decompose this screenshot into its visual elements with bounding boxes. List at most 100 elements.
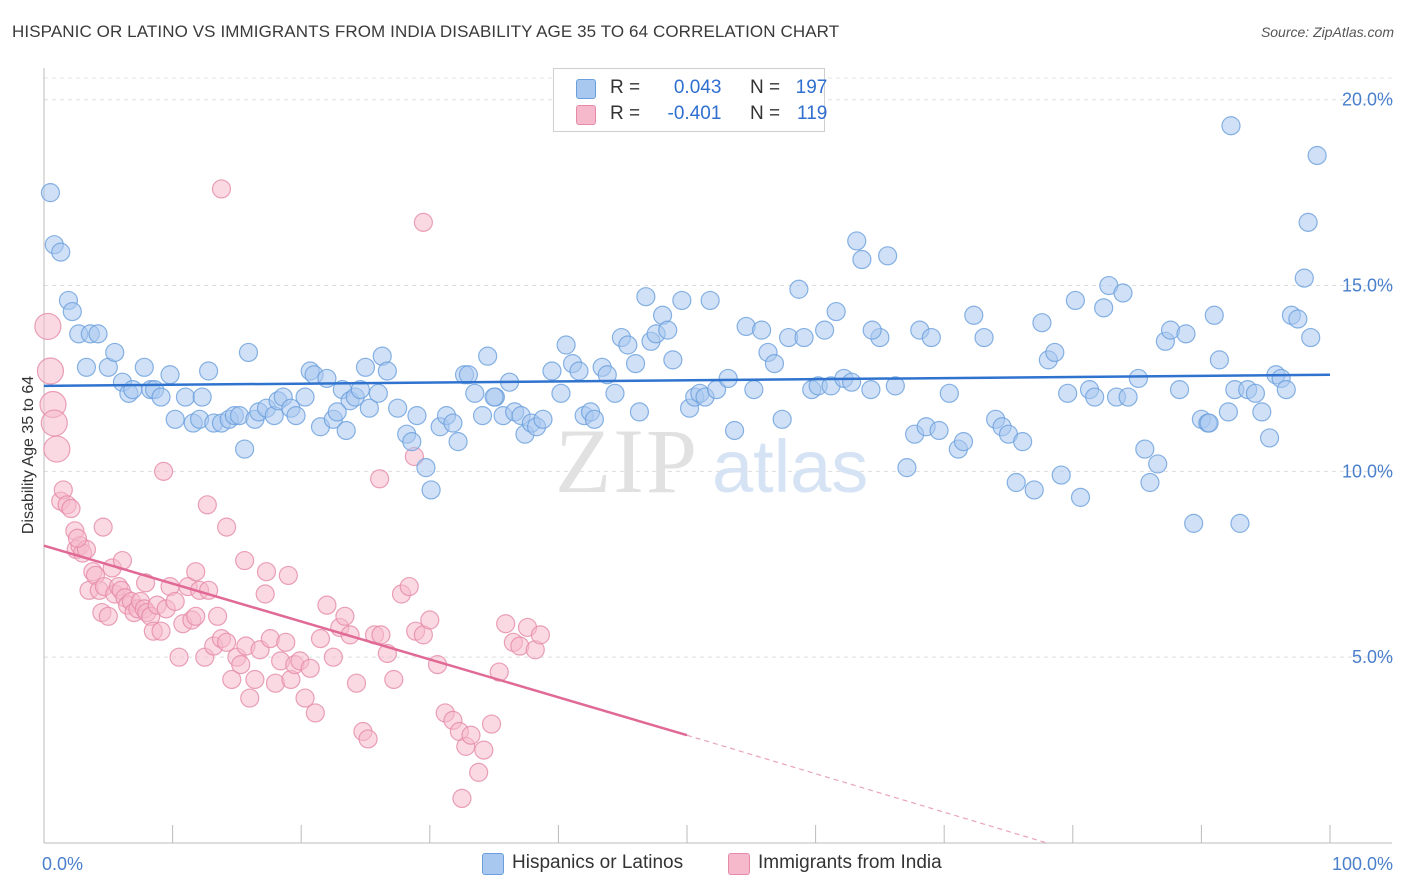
hispanic-point <box>1230 513 1250 533</box>
india-point <box>222 669 242 690</box>
india-point <box>98 606 118 626</box>
bottom-legend-label: Immigrants from India <box>758 852 942 873</box>
india-point <box>217 632 237 652</box>
hispanic-point <box>368 383 388 403</box>
x-tick-label-min: 0.0% <box>42 854 83 874</box>
hispanic-point <box>658 320 678 340</box>
hispanic-point <box>62 301 82 322</box>
grid-lines <box>44 77 1392 658</box>
hispanic-point <box>1013 432 1033 452</box>
hispanic-point <box>1218 402 1239 422</box>
hispanic-point <box>1094 298 1114 318</box>
india-point <box>399 576 419 597</box>
watermark: ZIP atlas <box>555 410 868 512</box>
hispanic-point <box>1276 380 1296 400</box>
india-point <box>256 562 277 582</box>
hispanic-point <box>1307 145 1327 166</box>
hispanic-point <box>1051 465 1071 485</box>
india-point <box>358 729 378 749</box>
hispanic-point <box>1140 472 1160 493</box>
bottom-legend-label: Hispanics or Latinos <box>512 852 684 873</box>
hispanic-point <box>388 398 408 418</box>
hispanic-point <box>878 246 898 266</box>
legend-swatch-pink <box>576 105 596 125</box>
legend-n-label: N = <box>749 103 781 124</box>
hispanic-point <box>151 387 171 407</box>
hispanic-point <box>964 305 984 325</box>
india-point <box>217 517 237 537</box>
hispanic-point <box>402 432 422 452</box>
hispanic-point <box>852 249 872 270</box>
hispanic-point <box>1301 327 1321 348</box>
hispanic-point <box>618 335 638 355</box>
hispanic-point <box>1070 487 1091 507</box>
india-point <box>305 703 325 723</box>
hispanic-point <box>165 409 185 429</box>
y-tick-label: 5.0% <box>1352 647 1393 667</box>
india-point <box>317 595 337 615</box>
chart-title: HISPANIC OR LATINO VS IMMIGRANTS FROM IN… <box>12 22 840 41</box>
hispanic-point <box>40 183 61 203</box>
hispanic-point <box>569 361 589 381</box>
trend-line-india-extension <box>686 734 1048 844</box>
hispanic-point <box>625 353 646 374</box>
india-point <box>452 788 472 809</box>
india-point <box>481 714 502 734</box>
hispanic-point <box>238 342 259 363</box>
hispanic-point <box>1245 383 1266 403</box>
hispanic-point <box>1184 513 1204 533</box>
hispanic-point <box>199 361 219 381</box>
hispanic-point <box>929 420 949 441</box>
hispanic-point <box>76 357 97 377</box>
hispanic-point <box>718 368 738 389</box>
india-point <box>276 632 296 652</box>
legend-r-label: R = <box>610 77 641 98</box>
hispanic-point <box>1058 383 1078 403</box>
hispanic-point <box>672 290 692 311</box>
hispanic-point <box>815 320 835 340</box>
hispanic-point <box>1259 428 1280 448</box>
india-point <box>278 565 298 586</box>
india-point <box>211 179 232 199</box>
trend-line-india <box>43 544 688 737</box>
india-point <box>40 409 68 437</box>
hispanic-point <box>235 439 255 459</box>
hispanic-point <box>939 383 959 403</box>
hispanic-point <box>1169 380 1190 400</box>
hispanic-point <box>51 242 71 262</box>
watermark-zip: ZIP <box>555 410 699 512</box>
india-point <box>310 629 331 649</box>
x-tick-labels: 0.0% 100.0% <box>42 854 1393 874</box>
india-point <box>36 357 65 385</box>
india-point <box>165 591 185 612</box>
india-point <box>346 673 367 693</box>
hispanic-point <box>700 290 720 311</box>
hispanic-point <box>472 406 493 426</box>
india-point <box>384 669 404 690</box>
hispanic-point <box>1288 309 1308 329</box>
hispanic-point <box>1118 387 1138 407</box>
hispanic-point <box>1113 283 1133 303</box>
correlation-legend: R = 0.043 N = 197 R = -0.401 N = 119 <box>553 68 828 132</box>
india-point <box>186 606 206 626</box>
india-point <box>67 528 88 548</box>
hispanic-point <box>1085 387 1105 407</box>
trend-line-hispanics <box>43 373 1331 388</box>
hispanic-point <box>751 320 772 340</box>
legend-n-value: 197 <box>795 77 828 98</box>
india-point <box>245 669 265 690</box>
hispanic-point <box>1065 290 1085 311</box>
india-point <box>169 647 189 667</box>
hispanic-point <box>861 380 881 400</box>
hispanic-point <box>533 409 553 429</box>
hispanic-point <box>921 327 941 348</box>
india-point <box>255 584 275 604</box>
india-point <box>335 606 355 626</box>
india-point <box>371 625 391 645</box>
hispanic-point <box>443 413 463 433</box>
hispanic-point <box>192 387 212 407</box>
hispanic-point <box>421 480 441 500</box>
hispanic-point <box>160 365 180 385</box>
hispanic-point <box>350 380 370 400</box>
